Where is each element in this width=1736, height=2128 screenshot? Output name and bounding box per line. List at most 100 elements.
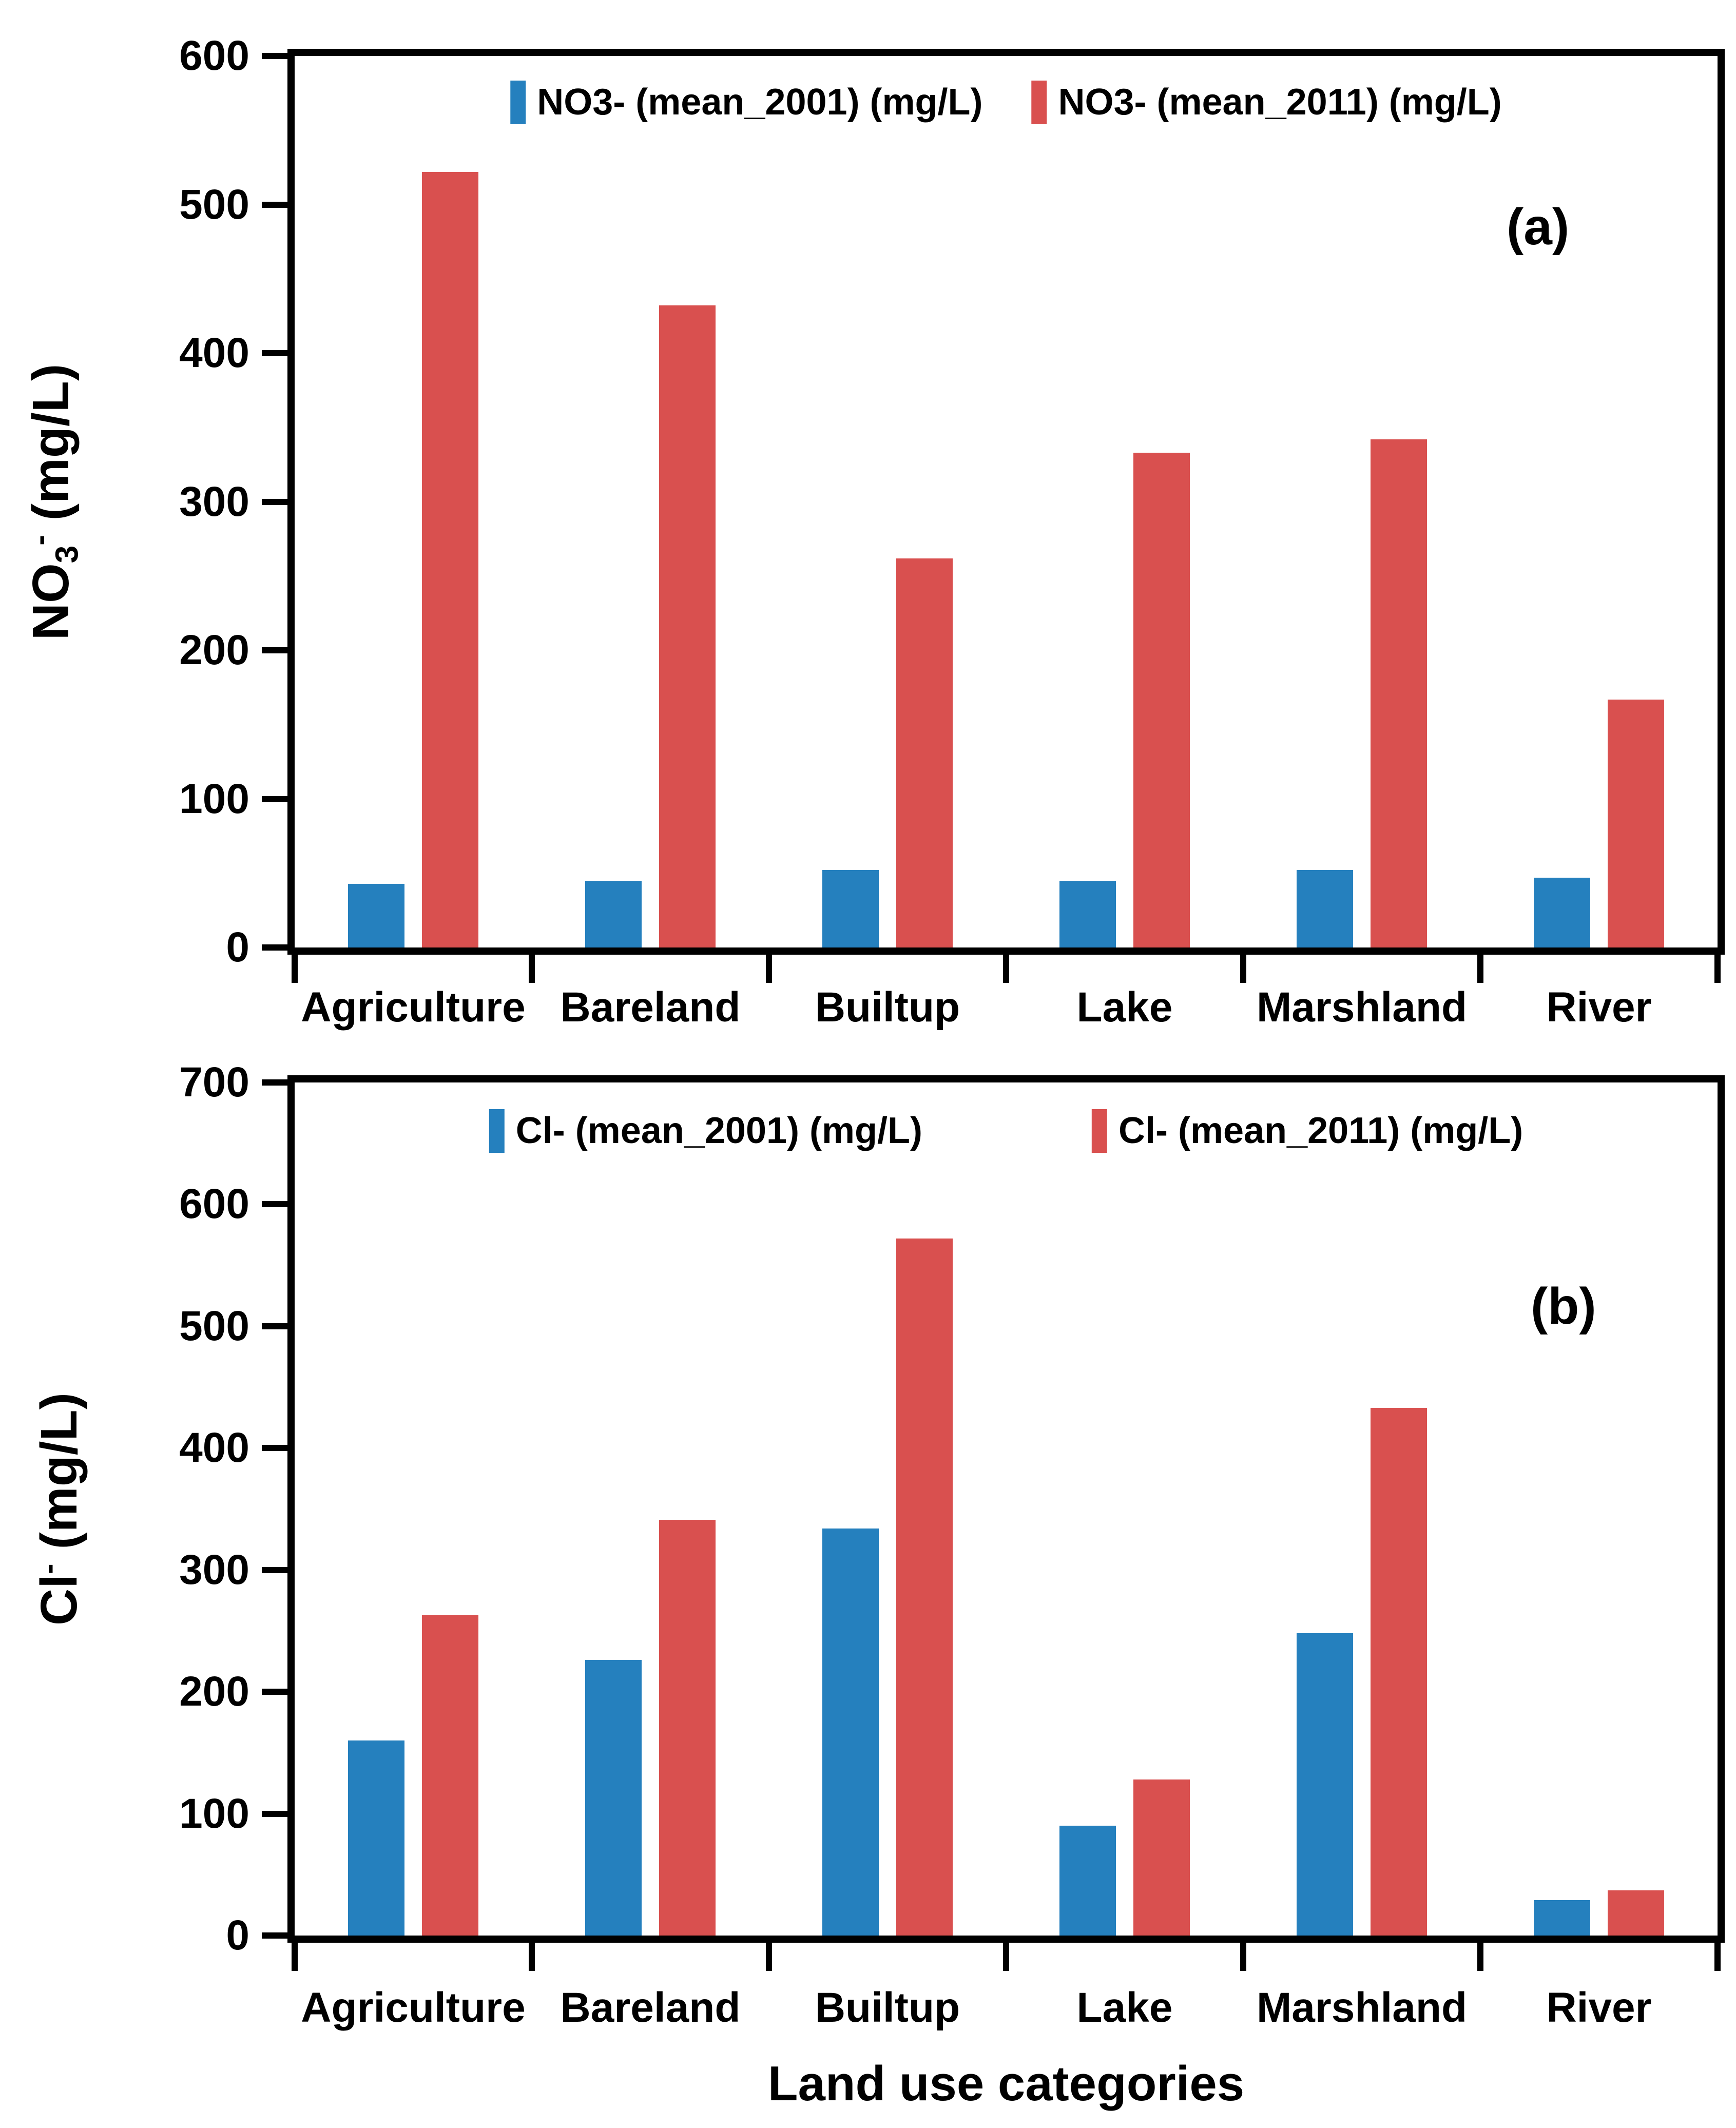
- y-tick-label: 400: [179, 330, 249, 376]
- bar-mean2001-river: [1534, 1900, 1590, 1936]
- legend: Cl- (mean_2001) (mg/L) Cl- (mean_2011) (m…: [489, 1109, 1523, 1153]
- bar-mean2001-agriculture: [348, 1740, 404, 1936]
- plot-area: 0 100 200 300 400 500 600 NO3- (mean_2001) (mg/…: [179, 35, 1725, 983]
- legend-item-mean2001: Cl- (mean_2001) (mg/L): [489, 1109, 922, 1153]
- bar-mean2001-builtup: [822, 1529, 879, 1936]
- y-tick: [262, 944, 287, 951]
- bar-mean2001-agriculture: [348, 884, 404, 947]
- bar-mean2001-lake: [1059, 1826, 1116, 1936]
- bar-mean2011-river: [1608, 1890, 1664, 1936]
- bar-mean2001-marshland: [1297, 870, 1353, 947]
- x-tick: [1003, 1943, 1009, 1971]
- bar-mean2011-lake: [1133, 453, 1190, 947]
- y-tick-label: 0: [226, 924, 249, 971]
- x-tick: [766, 955, 772, 983]
- y-tick: [262, 201, 287, 208]
- category-label-lake: Lake: [1076, 984, 1173, 1031]
- legend-swatch-blue-icon: [489, 1109, 505, 1153]
- bar-mean2011-agriculture: [422, 1615, 478, 1936]
- category-label-agriculture: Agriculture: [301, 1984, 526, 2031]
- bar-mean2011-bareland: [659, 305, 716, 947]
- x-axis-title: Land use categories: [767, 2056, 1245, 2111]
- legend-label: NO3- (mean_2011) (mg/L): [1058, 82, 1502, 123]
- legend-item-mean2011: NO3- (mean_2011) (mg/L): [1031, 81, 1502, 124]
- y-tick: [262, 1566, 287, 1573]
- legend-swatch-red-icon: [1091, 1109, 1107, 1153]
- x-tick: [292, 955, 298, 983]
- bar-mean2011-bareland: [659, 1520, 716, 1936]
- y-tick-label: 200: [179, 627, 249, 673]
- x-tick: [1477, 955, 1483, 983]
- y-tick: [262, 498, 287, 505]
- category-label-bareland: Bareland: [560, 984, 741, 1031]
- x-tick: [1240, 955, 1246, 983]
- y-tick: [262, 1201, 287, 1208]
- y-tick-label: 600: [179, 32, 249, 79]
- y-tick-label: 500: [179, 1302, 249, 1349]
- legend-label: NO3- (mean_2001) (mg/L): [537, 82, 983, 123]
- bar-mean2011-marshland: [1371, 1408, 1427, 1936]
- bar-mean2011-agriculture: [422, 172, 478, 947]
- chart-panel-a: 0 100 200 300 400 500 600 NO3- (mean_2001) (mg/…: [22, 35, 1725, 1031]
- category-label-lake: Lake: [1076, 1984, 1173, 2031]
- x-tick: [529, 1943, 535, 1971]
- bar-mean2011-builtup: [896, 1239, 953, 1936]
- y-tick: [262, 1689, 287, 1695]
- y-tick-label: 300: [179, 1546, 249, 1593]
- bar-mean2001-bareland: [585, 881, 642, 947]
- bar-mean2011-marshland: [1371, 439, 1427, 947]
- panel-label-b: (b): [1531, 1278, 1596, 1335]
- x-tick: [292, 1943, 298, 1971]
- bar-mean2001-bareland: [585, 1660, 642, 1936]
- category-label-river: River: [1546, 984, 1652, 1031]
- y-axis-title-a: NO3- (mg/L): [22, 363, 85, 640]
- y-tick-label: 700: [179, 1059, 249, 1106]
- y-tick-label: 400: [179, 1424, 249, 1472]
- x-tick: [1714, 1943, 1721, 1971]
- y-tick: [262, 1323, 287, 1329]
- y-tick-label: 600: [179, 1181, 249, 1228]
- y-tick-label: 100: [179, 775, 249, 822]
- legend-label: Cl- (mean_2001) (mg/L): [515, 1110, 922, 1151]
- y-tick: [262, 647, 287, 653]
- x-tick: [1714, 955, 1721, 983]
- category-label-builtup: Builtup: [815, 1984, 960, 2031]
- y-tick: [262, 1932, 287, 1939]
- plot-area: 0 100 200 300 400 500 600 700 Cl- (mean_2001) (m…: [179, 1061, 1725, 1971]
- bar-mean2001-river: [1534, 878, 1590, 947]
- legend-swatch-blue-icon: [510, 81, 526, 124]
- y-axis-title-b: Cl- (mg/L): [30, 1392, 88, 1626]
- y-tick-label: 0: [226, 1912, 249, 1959]
- bar-mean2011-builtup: [896, 558, 953, 947]
- category-label-agriculture: Agriculture: [301, 984, 526, 1031]
- y-tick: [262, 796, 287, 802]
- bar-mean2011-river: [1608, 700, 1664, 947]
- legend-label: Cl- (mean_2011) (mg/L): [1118, 1110, 1523, 1151]
- bar-mean2001-marshland: [1297, 1633, 1353, 1936]
- legend-item-mean2011: Cl- (mean_2011) (mg/L): [1091, 1109, 1523, 1153]
- bar-mean2011-lake: [1133, 1779, 1190, 1936]
- y-tick-label: 300: [179, 478, 249, 525]
- y-tick: [262, 53, 287, 59]
- panel-label-a: (a): [1507, 198, 1570, 256]
- category-label-builtup: Builtup: [815, 984, 960, 1031]
- x-tick: [766, 1943, 772, 1971]
- x-tick: [1003, 955, 1009, 983]
- bar-mean2001-lake: [1059, 881, 1116, 947]
- y-tick: [262, 350, 287, 356]
- x-tick: [1477, 1943, 1483, 1971]
- y-tick: [262, 1810, 287, 1817]
- chart-panel-b: 0 100 200 300 400 500 600 700 Cl- (mean_2001) (m…: [0, 1061, 1736, 2128]
- legend: NO3- (mean_2001) (mg/L) NO3- (mean_2011) …: [510, 81, 1502, 124]
- bar-mean2001-builtup: [822, 870, 879, 947]
- legend-swatch-red-icon: [1031, 81, 1047, 124]
- category-label-river: River: [1546, 1984, 1652, 2031]
- y-tick: [262, 1079, 287, 1086]
- category-label-marshland: Marshland: [1256, 1984, 1468, 2031]
- y-tick-label: 100: [179, 1790, 249, 1837]
- y-tick-label: 500: [179, 181, 249, 228]
- y-tick-label: 200: [179, 1668, 249, 1715]
- y-tick: [262, 1445, 287, 1452]
- x-tick: [1240, 1943, 1246, 1971]
- category-label-bareland: Bareland: [560, 1984, 741, 2031]
